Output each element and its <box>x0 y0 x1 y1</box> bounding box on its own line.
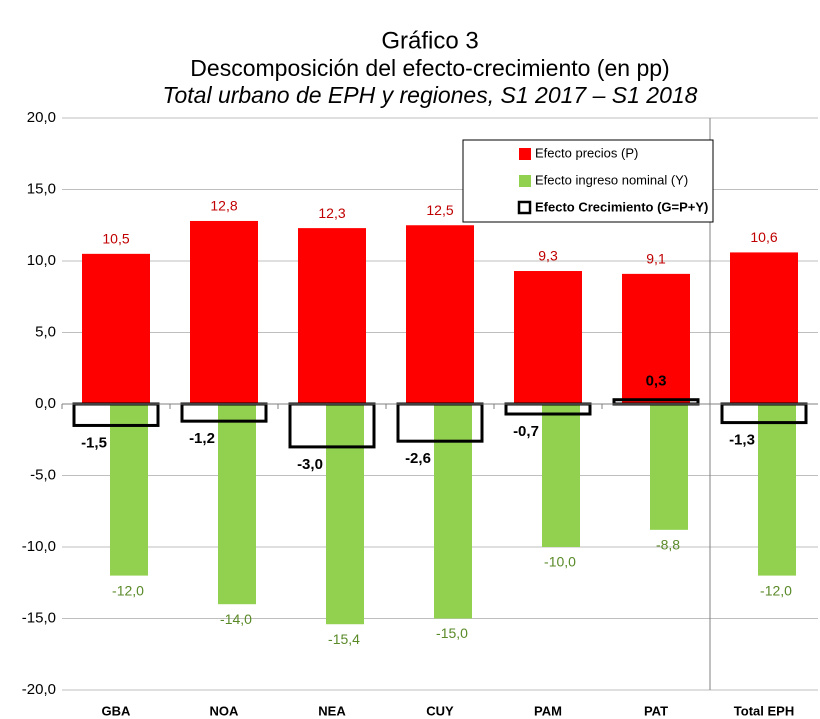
bar <box>434 404 472 619</box>
legend-label: Efecto precios (P) <box>535 145 638 160</box>
legend-box <box>462 139 714 223</box>
bar <box>298 228 366 404</box>
y-tick-label: -10,0 <box>22 538 56 555</box>
bar <box>82 253 150 404</box>
chart-title: Gráfico 3 <box>381 27 478 54</box>
legend-label: Efecto Crecimiento (G=P+Y) <box>535 199 708 214</box>
data-label: 12,3 <box>318 205 345 221</box>
bar <box>190 220 258 404</box>
y-tick-label: 10,0 <box>27 252 56 269</box>
y-tick-label: 0,0 <box>35 395 56 412</box>
data-label: -1,5 <box>81 434 107 451</box>
legend-label: Efecto ingreso nominal (Y) <box>535 172 688 187</box>
data-label: -10,0 <box>544 554 576 570</box>
data-label: -15,0 <box>436 625 468 641</box>
bar <box>730 252 798 404</box>
bar <box>542 404 580 547</box>
bar <box>650 404 688 530</box>
y-tick-label: -20,0 <box>22 681 56 698</box>
y-tick-label: 5,0 <box>35 323 56 340</box>
bar <box>758 404 796 576</box>
y-tick-label: -15,0 <box>22 609 56 626</box>
bar <box>514 271 582 404</box>
data-label: 10,6 <box>750 229 777 245</box>
data-label: 12,8 <box>210 198 237 214</box>
data-label: -2,6 <box>405 450 431 467</box>
x-tick-label: NEA <box>318 703 346 718</box>
legend-swatch <box>519 175 531 187</box>
data-label: -14,0 <box>220 611 252 627</box>
x-tick-label: Total EPH <box>734 703 794 718</box>
x-tick-label: CUY <box>426 703 454 718</box>
data-label: -1,3 <box>729 432 755 449</box>
y-tick-label: 15,0 <box>27 180 56 197</box>
data-label: 9,1 <box>646 251 666 267</box>
x-tick-label: GBA <box>102 703 132 718</box>
data-label: -12,0 <box>112 582 144 598</box>
x-tick-label: NOA <box>210 703 240 718</box>
bar <box>110 404 148 576</box>
data-label: 10,5 <box>102 231 129 247</box>
data-label: 9,3 <box>538 248 558 264</box>
y-tick-label: -5,0 <box>30 466 56 483</box>
legend-swatch <box>517 200 532 215</box>
bar <box>406 225 474 404</box>
data-label: -3,0 <box>297 456 323 473</box>
legend-swatch <box>519 148 531 160</box>
data-label: 12,5 <box>426 202 453 218</box>
x-tick-label: PAT <box>644 703 668 718</box>
data-label: -1,2 <box>189 430 215 447</box>
data-label: 0,3 <box>646 373 667 390</box>
bar <box>218 404 256 605</box>
data-label: -8,8 <box>656 537 680 553</box>
data-label: -0,7 <box>513 423 539 440</box>
bar <box>622 273 690 404</box>
y-tick-label: 20,0 <box>27 109 56 126</box>
data-label: -12,0 <box>760 582 792 598</box>
chart-subtitle: Descomposición del efecto-crecimiento (e… <box>190 55 669 81</box>
chart-subtitle: Total urbano de EPH y regiones, S1 2017 … <box>163 82 698 108</box>
x-tick-label: PAM <box>534 703 562 718</box>
bar <box>326 404 364 625</box>
data-label: -15,4 <box>328 631 360 647</box>
